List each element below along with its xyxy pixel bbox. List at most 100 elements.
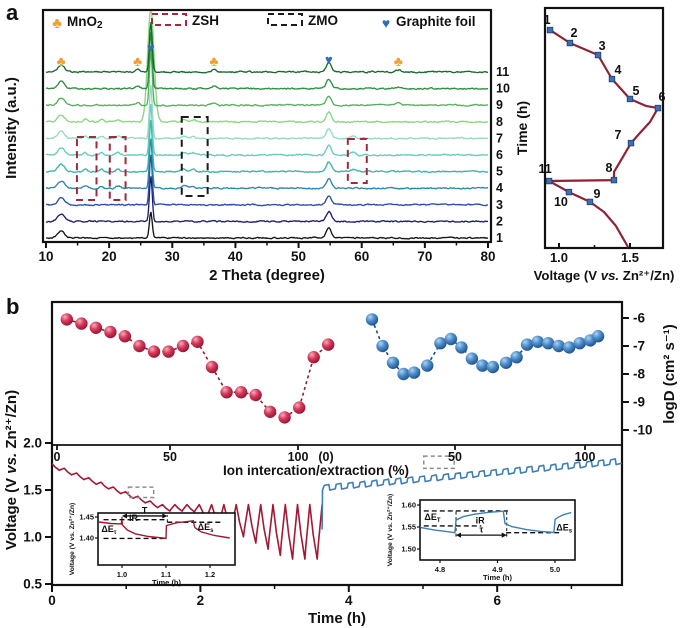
profile-point-marker <box>608 75 616 83</box>
logd-point-discharge <box>118 330 132 343</box>
legend-label: MnO2 <box>67 14 103 31</box>
x-tick-label: 4 <box>345 593 353 608</box>
xrd-curves <box>45 11 489 240</box>
xrd-curve-hour-label: 8 <box>496 115 503 129</box>
profile-point-number: 6 <box>658 90 665 104</box>
logd-point-charge <box>552 339 565 353</box>
ion-tick-label: 100 <box>288 450 309 464</box>
inset-y-tick-label: 1.60 <box>401 501 416 510</box>
xrd-curve-4 <box>45 138 489 190</box>
panel-b-label: b <box>6 294 20 319</box>
xrd-curve-hour-label: 9 <box>496 98 503 112</box>
zoom-region-box <box>127 486 155 499</box>
profile-point-marker <box>594 51 602 59</box>
logd-point-discharge <box>249 388 262 402</box>
x-tick-label: 2 <box>197 593 205 608</box>
logd-point-discharge <box>263 405 277 418</box>
figure-primitive: Voltage (V <box>3 474 20 550</box>
figure-primitive: 2 <box>97 20 103 31</box>
ion-tick-label: 0 <box>54 450 61 464</box>
inset-annotation: ΔEs <box>556 522 572 534</box>
profile-point-number: 9 <box>593 187 600 201</box>
gitt-charge-curve <box>321 458 622 530</box>
inset-arrow-label: T <box>142 505 148 515</box>
figure-primitive: τ <box>114 530 117 536</box>
inset-ylabel: Voltage (V vs. Zn²⁺/Zn) <box>69 503 76 576</box>
logd-point-charge <box>486 360 500 374</box>
profile-point-marker <box>627 139 635 147</box>
xrd-xlabel: 2 Theta (degree) <box>209 267 325 284</box>
gitt-discharge-curve <box>51 463 323 560</box>
inset-curve <box>98 519 230 540</box>
profile-point-marker <box>565 188 573 196</box>
logd-point-discharge <box>307 351 320 364</box>
logd-point-charge <box>407 366 421 379</box>
xrd-curve-hour-label: 11 <box>496 65 509 79</box>
logd-point-charge <box>573 337 586 350</box>
logd-point-charge <box>520 338 534 351</box>
inset-ylabel: Voltage (V vs. Zn²⁺/Zn) <box>387 494 394 567</box>
profile-point-marker <box>610 176 618 184</box>
profile-point-number: 11 <box>538 162 551 176</box>
inset-curve <box>420 510 572 534</box>
xrd-curve-10 <box>45 32 489 91</box>
mno2-club-icon: ♣ <box>394 53 403 69</box>
phase-box-zsh <box>346 138 368 184</box>
inset-x-tick-label: 1.1 <box>161 570 171 579</box>
figure-primitive: Zn²⁺/Zn) <box>3 390 20 453</box>
figure-primitive: ΔE <box>556 522 568 532</box>
phase-box-zsh <box>75 136 98 201</box>
logd-point-discharge <box>133 339 146 353</box>
phase-box-zmo <box>180 116 209 197</box>
logd-point-charge <box>531 335 544 348</box>
logd-point-charge <box>434 337 447 350</box>
figure-primitive <box>456 532 462 538</box>
right-tick-label: -6 <box>633 311 645 326</box>
profile-point-marker <box>586 198 594 206</box>
right-tick-label: -8 <box>633 367 645 382</box>
inset-x-tick-label: 4.8 <box>435 565 445 574</box>
logd-point-charge <box>386 356 400 369</box>
y-tick-label: 2.0 <box>23 436 42 451</box>
logd-point-charge <box>465 352 479 365</box>
profile-point-number: 1 <box>544 13 551 27</box>
figure-primitive: vs. <box>601 268 619 283</box>
inset-y-tick-label: 1.40 <box>79 534 94 543</box>
voltage-ylabel: Voltage (V vs. Zn²⁺/Zn) <box>3 390 20 550</box>
xrd-ylabel: Intensity (a.u.) <box>3 77 20 179</box>
inset-annotation: iR <box>129 513 139 523</box>
figure-primitive: s <box>569 528 573 534</box>
x-tick-label: 1.5 <box>621 250 639 265</box>
x-tick-label: 60 <box>354 249 369 264</box>
profile-point-number: 7 <box>615 128 622 142</box>
zoom-region-box <box>422 455 455 470</box>
right-tick-label: -10 <box>633 423 653 438</box>
xrd-curve-7 <box>45 84 489 141</box>
mno2-club-icon: ♣ <box>133 53 142 69</box>
xrd-curve-6 <box>45 104 489 157</box>
inset-annotation: ΔEs <box>198 522 214 534</box>
phase-box-zsh <box>108 136 127 201</box>
inset-x-tick-label: 4.9 <box>492 565 502 574</box>
figure-primitive <box>122 513 127 519</box>
logd-point-discharge <box>147 345 161 358</box>
legend-label: ZMO <box>308 13 338 28</box>
logd-point-charge <box>476 359 489 372</box>
x-tick-label: 80 <box>480 249 495 264</box>
ion-tick-label: 50 <box>163 450 177 464</box>
heart-icon: ♥ <box>382 15 390 31</box>
x-tick-label: 10 <box>38 249 53 264</box>
logd-point-discharge <box>176 339 190 353</box>
logd-point-charge <box>444 332 458 346</box>
logd-point-charge <box>421 359 434 372</box>
figure-primitive: Voltage (V <box>534 268 601 283</box>
profile-point-number: 8 <box>605 161 612 175</box>
y-tick-label: 1.0 <box>23 530 42 545</box>
logd-point-discharge <box>205 360 219 374</box>
logd-point-discharge <box>162 345 175 358</box>
logd-point-charge <box>455 341 468 354</box>
y-tick-label: 1.5 <box>23 483 42 498</box>
